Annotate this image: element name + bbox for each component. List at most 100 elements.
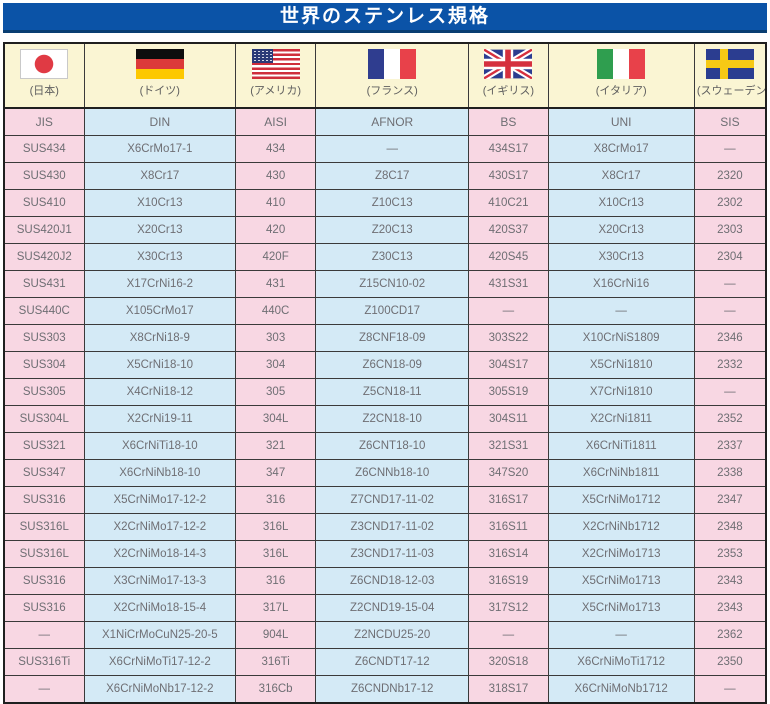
table-cell: 2346	[693, 324, 767, 352]
table-cell: X10CrNiS1809	[547, 324, 695, 352]
table-cell: 316L	[235, 513, 317, 541]
table-cell: 430	[235, 162, 317, 190]
table-cell: SUS305	[3, 378, 85, 406]
country-label-france: (フランス)	[366, 85, 418, 97]
table-cell: 431S31	[468, 270, 549, 298]
table-cell: X4CrNi18-12	[83, 378, 237, 406]
usa-flag-icon	[251, 49, 300, 79]
table-cell: X7CrNi1810	[547, 378, 695, 406]
table-cell: 440C	[235, 297, 317, 325]
table-cell: X10Cr13	[547, 189, 695, 217]
table-cell: 2362	[693, 621, 767, 649]
table-cell: —	[693, 135, 767, 163]
table-row: SUS304 X5CrNi18-10 304 Z6CN18-09 304S17 X5CrN…	[3, 351, 767, 379]
table-cell: —	[547, 297, 695, 325]
table-row: SUS420J1 X20Cr13 420 Z20C13 420S37 X20Cr13 230…	[3, 216, 767, 244]
country-label-japan: (日本)	[29, 85, 59, 97]
table-cell: Z3CND17-11-03	[315, 540, 470, 568]
table-row: SUS316 X3CrNiMo17-13-3 316 Z6CND18-12-03 316…	[3, 567, 767, 595]
page-title: 世界のステンレス規格	[279, 6, 490, 27]
table-row: SUS316 X2CrNiMo18-15-4 317L Z2CND19-15-04 31…	[3, 594, 767, 622]
flag-cell-usa: (アメリカ)	[235, 42, 317, 109]
table-cell: 303S22	[468, 324, 549, 352]
table-cell: Z7CND17-11-02	[315, 486, 470, 514]
table-cell: X17CrNi16-2	[83, 270, 237, 298]
table-cell: 2350	[693, 648, 767, 676]
table-cell: Z6CNDT17-12	[315, 648, 470, 676]
table-cell: SUS316	[3, 594, 85, 622]
table-cell: X20Cr13	[83, 216, 237, 244]
table-row: SUS305 X4CrNi18-12 305 Z5CN18-11 305S19 X7CrN…	[3, 378, 767, 406]
column-header-uni: UNI	[547, 107, 695, 136]
table-cell: —	[547, 621, 695, 649]
table-cell: X6CrNiTi18-10	[83, 432, 237, 460]
country-label-italy: (イタリア)	[595, 85, 647, 97]
table-cell: SUS321	[3, 432, 85, 460]
table-cell: SUS316Ti	[3, 648, 85, 676]
table-row: SUS434 X6CrMo17-1 434—434S17 X8CrMo17—	[3, 135, 767, 163]
table-row: SUS430 X8Cr17 430 Z8C17 430S17 X8Cr17 2320	[3, 162, 767, 190]
table-cell: —	[693, 675, 767, 704]
table-cell: SUS316	[3, 567, 85, 595]
column-header-din: DIN	[83, 107, 237, 136]
table-row: SUS410 X10Cr13 410 Z10C13 410C21 X10Cr13 2302	[3, 189, 767, 217]
table-cell: 318S17	[468, 675, 549, 704]
table-cell: X5CrNiMo17-12-2	[83, 486, 237, 514]
table-cell: SUS316L	[3, 513, 85, 541]
table-row: SUS304L X2CrNi19-11 304L Z2CN18-10 304S11 X2C…	[3, 405, 767, 433]
table-cell: Z2CN18-10	[315, 405, 470, 433]
table-cell: X2CrNi19-11	[83, 405, 237, 433]
table-cell: X6CrNiMoNb17-12-2	[83, 675, 237, 704]
italy-flag-icon	[597, 49, 646, 79]
table-cell: 2304	[693, 243, 767, 271]
page-title-banner: 世界のステンレス規格	[3, 3, 767, 33]
column-header-afnor: AFNOR	[315, 107, 470, 136]
table-cell: SUS420J2	[3, 243, 85, 271]
table-cell: 2337	[693, 432, 767, 460]
country-label-usa: (アメリカ)	[250, 85, 302, 97]
table-cell: 2353	[693, 540, 767, 568]
japan-flag-icon	[20, 49, 69, 79]
table-cell: SUS304	[3, 351, 85, 379]
table-cell: X5CrNi18-10	[83, 351, 237, 379]
table-cell: SUS303	[3, 324, 85, 352]
table-cell: SUS316L	[3, 540, 85, 568]
table-row: SUS303 X8CrNi18-9 303 Z8CNF18-09 303S22 X10Cr…	[3, 324, 767, 352]
country-label-uk: (イギリス)	[482, 85, 535, 97]
uk-flag-icon	[484, 49, 533, 79]
table-cell: 305S19	[468, 378, 549, 406]
table-cell: SUS431	[3, 270, 85, 298]
table-cell: 2343	[693, 567, 767, 595]
table-row: — X1NiCrMoCuN25-20-5 904L Z2NCDU25-20— —2362	[3, 621, 767, 649]
stainless-standards-table: (日本) (ドイツ) (アメリカ) (フランス)	[3, 42, 767, 704]
usa-flag-canton	[251, 49, 273, 63]
country-label-sweden: (スウェーデン)	[696, 85, 766, 97]
table-cell: 2352	[693, 405, 767, 433]
table-cell: Z6CND18-12-03	[315, 567, 470, 595]
table-cell: X6CrNiMoTi1712	[547, 648, 695, 676]
table-cell: Z30C13	[315, 243, 470, 271]
flag-cell-uk: (イギリス)	[468, 42, 549, 109]
table-cell: X6CrMo17-1	[83, 135, 237, 163]
column-header-bs: BS	[468, 107, 549, 136]
table-cell: X6CrNiNb18-10	[83, 459, 237, 487]
table-row: SUS321 X6CrNiTi18-10 321 Z6CNT18-10 321S31 X6…	[3, 432, 767, 460]
table-row: SUS347 X6CrNiNb18-10 347 Z6CNNb18-10 347S20 X…	[3, 459, 767, 487]
table-cell: 420F	[235, 243, 317, 271]
table-row: SUS420J2 X30Cr13 420F Z30C13 420S45 X30Cr13 23…	[3, 243, 767, 271]
table-cell: X30Cr13	[83, 243, 237, 271]
table-cell: 434S17	[468, 135, 549, 163]
table-cell: 2303	[693, 216, 767, 244]
table-cell: SUS410	[3, 189, 85, 217]
table-cell: 316L	[235, 540, 317, 568]
table-cell: Z10C13	[315, 189, 470, 217]
table-cell: X16CrNi16	[547, 270, 695, 298]
table-cell: Z6CNNb18-10	[315, 459, 470, 487]
table-cell: 316	[235, 567, 317, 595]
flag-header-row: (日本) (ドイツ) (アメリカ) (フランス)	[3, 42, 767, 109]
table-cell: X5CrNiMo1713	[547, 594, 695, 622]
table-cell: X8CrNi18-9	[83, 324, 237, 352]
table-cell: X8CrMo17	[547, 135, 695, 163]
table-cell: 316	[235, 486, 317, 514]
table-cell: —	[3, 675, 85, 704]
